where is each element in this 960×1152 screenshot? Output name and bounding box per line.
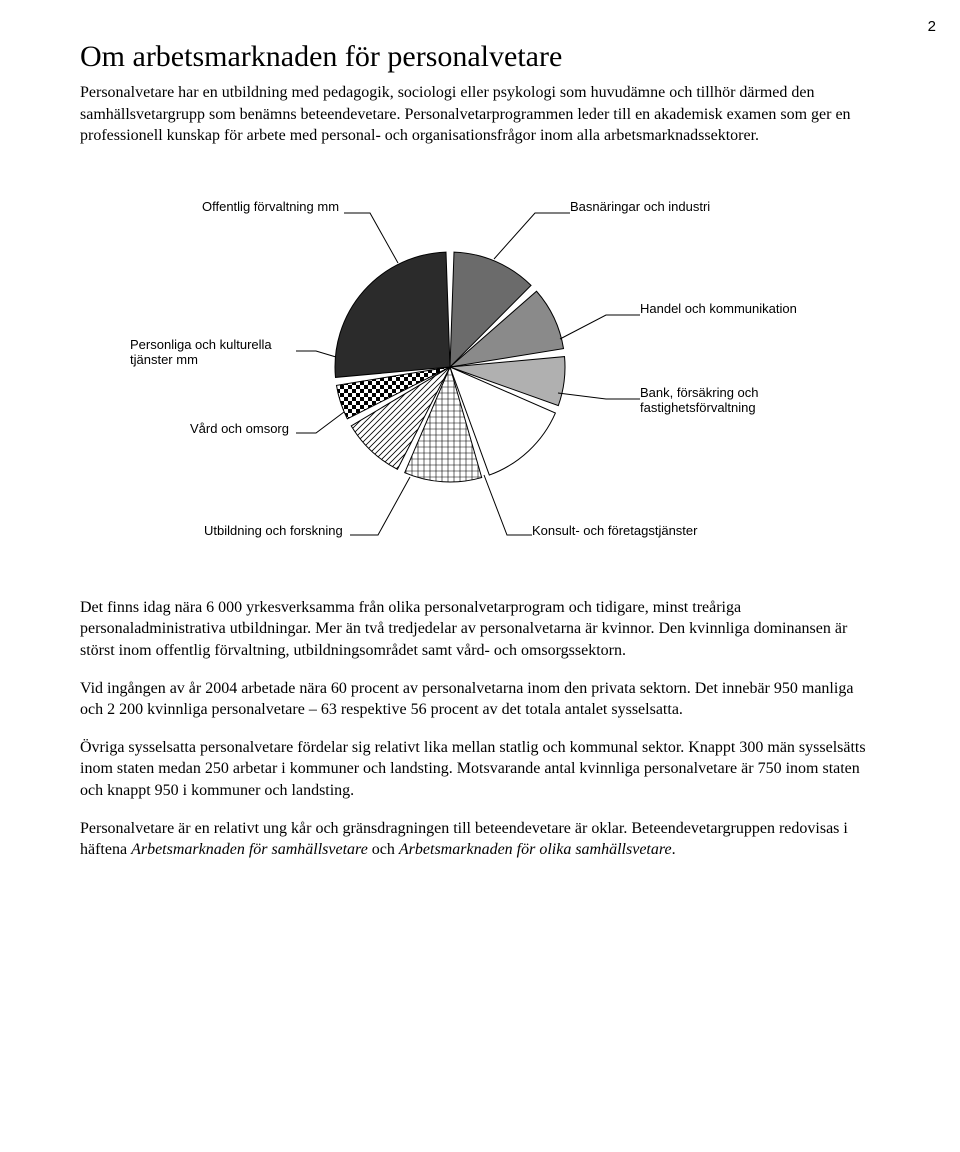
pie-slice-label: Handel och kommunikation — [640, 301, 797, 316]
pie-chart-container: Basnäringar och industri Handel och kommu… — [80, 177, 880, 557]
leader-line — [558, 393, 640, 399]
leader-line — [350, 477, 410, 535]
leader-line — [296, 409, 348, 433]
pie-slice-label: Vård och omsorg — [190, 421, 289, 436]
pie-slice-label: Bank, försäkring ochfastighetsförvaltnin… — [640, 385, 759, 415]
pie-chart: Basnäringar och industri Handel och kommu… — [100, 177, 860, 557]
pie-slice — [335, 252, 450, 377]
leader-line — [484, 475, 532, 535]
intro-paragraph: Personalvetare har en utbildning med ped… — [80, 82, 880, 147]
pie-slice-label: Utbildning och forskning — [204, 523, 343, 538]
pie-slice-label: Offentlig förvaltning mm — [202, 199, 339, 214]
page-number: 2 — [928, 18, 936, 35]
leader-line — [560, 315, 640, 339]
body-paragraph: Det finns idag nära 6 000 yrkesverksamma… — [80, 597, 880, 662]
body-paragraph: Personalvetare är en relativt ung kår oc… — [80, 818, 880, 861]
page-title: Om arbetsmarknaden för personalvetare — [80, 40, 880, 74]
pie-slice-label: Konsult- och företagstjänster — [532, 523, 698, 538]
pie-slice-label: Personliga och kulturellatjänster mm — [130, 337, 272, 367]
leader-line — [344, 213, 398, 263]
leader-line — [494, 213, 570, 259]
body-paragraph: Övriga sysselsatta personalvetare fördel… — [80, 737, 880, 802]
body-paragraph: Vid ingången av år 2004 arbetade nära 60… — [80, 678, 880, 721]
pie-slice-label: Basnäringar och industri — [570, 199, 710, 214]
body-paragraphs: Det finns idag nära 6 000 yrkesverksamma… — [80, 597, 880, 861]
leader-line — [296, 351, 336, 357]
